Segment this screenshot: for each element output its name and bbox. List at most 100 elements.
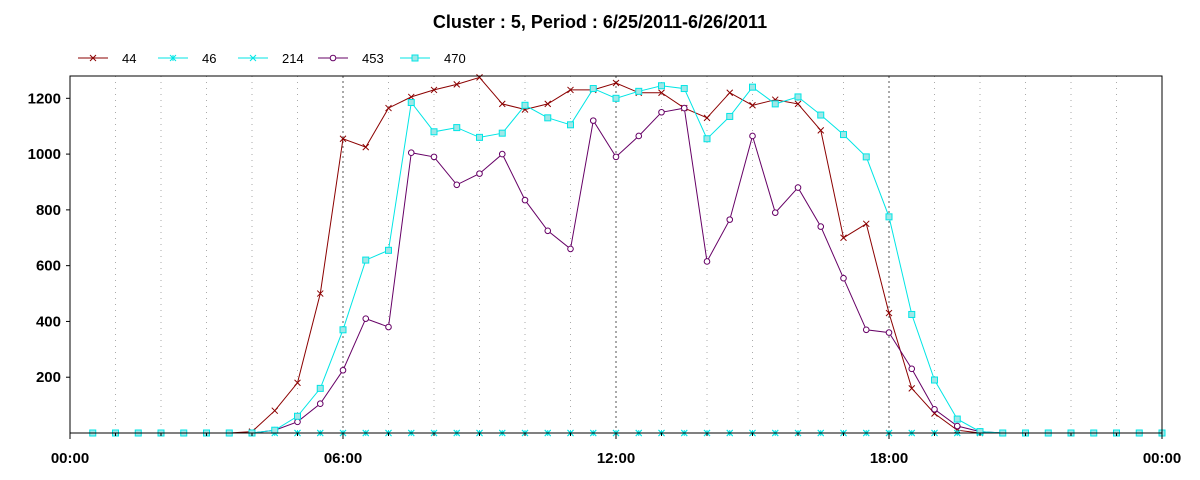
data-point (885, 329, 893, 336)
series-line (92, 107, 1162, 434)
data-point (453, 181, 461, 189)
data-point (794, 100, 802, 108)
data-point (362, 143, 370, 151)
data-point (703, 135, 711, 143)
legend-marker (411, 54, 419, 62)
data-point (521, 101, 529, 109)
data-point (612, 94, 620, 102)
data-point (771, 100, 779, 108)
data-point (476, 74, 483, 81)
series-line (92, 76, 1162, 434)
data-point (544, 114, 552, 122)
x-tick-label: 00:00 (1143, 450, 1181, 467)
data-point (817, 223, 825, 230)
data-point (817, 111, 825, 119)
series-layer (89, 74, 1166, 437)
legend-label: 46 (202, 51, 216, 66)
data-point (794, 93, 802, 101)
data-point (908, 310, 916, 318)
data-point (862, 220, 870, 228)
data-point (271, 407, 279, 415)
data-point (953, 422, 961, 430)
y-tick-label: 1000 (28, 146, 61, 163)
data-point (658, 89, 665, 97)
data-point (339, 366, 347, 374)
data-point (407, 98, 415, 106)
data-point (339, 135, 347, 143)
data-point (316, 400, 324, 408)
series-line (92, 85, 1162, 434)
data-point (749, 132, 756, 140)
x-tick-label: 00:00 (51, 450, 89, 467)
y-tick-label: 600 (36, 258, 61, 275)
plot-frame (69, 75, 1163, 434)
data-point (931, 405, 938, 413)
data-point (385, 104, 392, 112)
legend-marker (329, 54, 337, 62)
y-tick-label: 200 (36, 369, 61, 386)
data-point (840, 274, 847, 282)
data-point (521, 196, 529, 204)
data-point (544, 100, 552, 108)
data-point (840, 131, 847, 139)
data-point (726, 112, 734, 120)
data-point (498, 129, 506, 137)
legend-item: 44 (78, 51, 136, 66)
x-tick-label: 06:00 (324, 450, 362, 467)
data-point (908, 365, 916, 373)
data-point (635, 132, 643, 140)
y-tick-label: 400 (36, 313, 61, 330)
data-point (635, 87, 643, 95)
y-axis: 200 400 600 800 1000 1200 (28, 90, 70, 386)
data-point (658, 108, 665, 116)
data-point (294, 418, 301, 426)
data-point (407, 93, 415, 101)
legend: 44 46 214 453 470 (78, 51, 466, 66)
data-point (680, 85, 688, 93)
data-point (453, 81, 461, 88)
data-point (953, 415, 961, 423)
series-470 (89, 82, 1166, 437)
data-point (476, 133, 483, 141)
legend-label: 44 (122, 51, 136, 66)
data-point (885, 309, 893, 317)
legend-marker (89, 54, 97, 62)
legend-item: 46 (158, 51, 216, 66)
data-point (703, 114, 711, 122)
data-point (794, 184, 802, 191)
data-point (612, 153, 620, 161)
data-point (680, 104, 688, 112)
data-point (362, 256, 370, 264)
data-point (840, 234, 847, 242)
data-point (385, 246, 392, 254)
data-point (476, 170, 483, 177)
legend-item: 453 (318, 51, 384, 66)
legend-marker (249, 54, 257, 62)
data-point (749, 83, 756, 91)
data-point (862, 326, 870, 334)
data-point (771, 209, 779, 216)
y-tick-label: 800 (36, 202, 61, 219)
x-tick-label: 18:00 (870, 450, 908, 467)
data-point (885, 213, 893, 221)
data-point (430, 153, 438, 161)
grid (115, 76, 1117, 433)
data-point (498, 150, 506, 158)
data-point (749, 101, 756, 109)
series-453 (89, 104, 1166, 437)
series-44 (89, 74, 1166, 437)
data-point (567, 86, 574, 94)
legend-label: 453 (362, 51, 384, 66)
data-point (407, 149, 415, 156)
legend-item: 214 (238, 51, 304, 66)
data-point (430, 86, 438, 94)
x-axis: 00:00 06:00 12:00 18:00 00:00 (51, 433, 1181, 467)
data-point (430, 128, 438, 136)
data-point (271, 426, 279, 434)
data-point (726, 89, 734, 97)
data-point (567, 121, 574, 129)
data-point (589, 85, 597, 93)
data-point (316, 290, 324, 297)
data-point (726, 216, 734, 223)
data-point (862, 153, 870, 161)
